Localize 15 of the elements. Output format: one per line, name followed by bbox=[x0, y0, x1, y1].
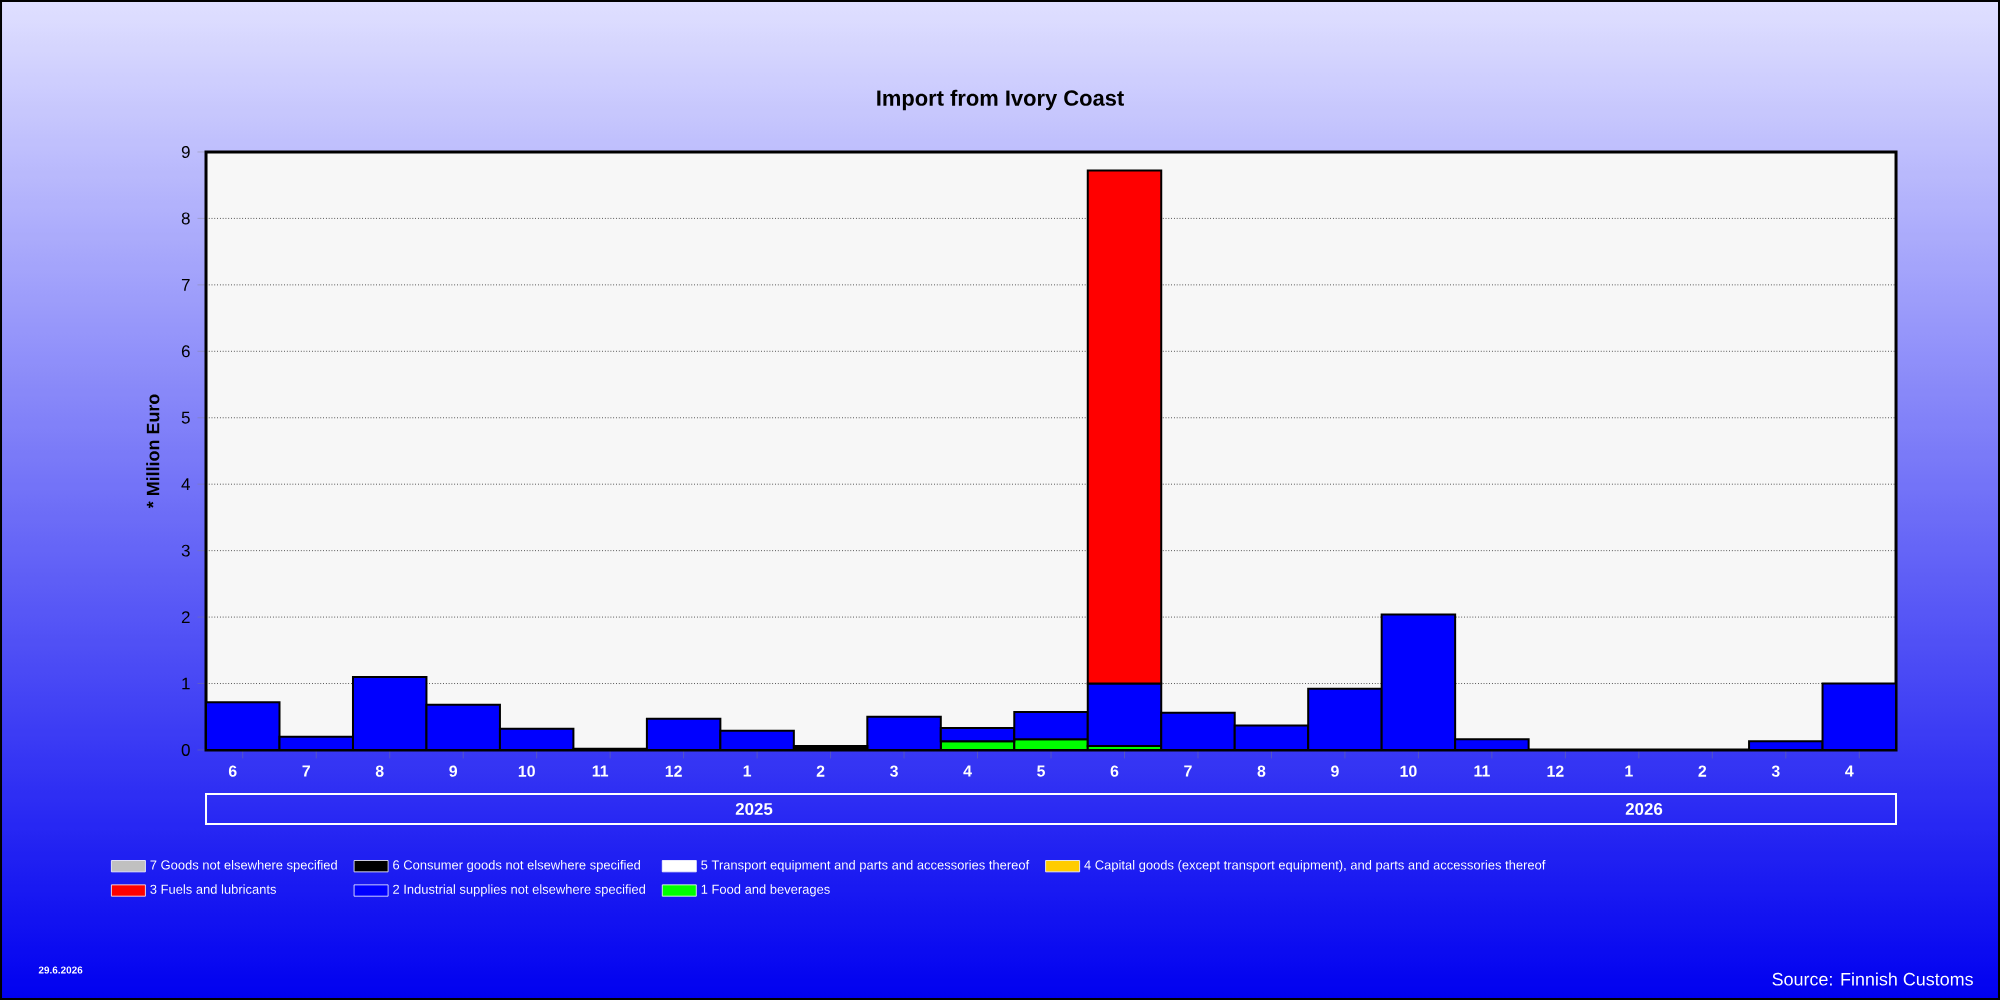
chart-title: Import from Ivory Coast bbox=[877, 89, 1124, 111]
y-tick-label: 8 bbox=[181, 212, 190, 225]
y-tick-label: 7 bbox=[181, 279, 190, 291]
text: 2025 bbox=[735, 802, 773, 815]
y-tick-label: 4 bbox=[181, 478, 190, 491]
y-tick-label: 0 bbox=[181, 743, 190, 756]
y-tick-label: 3 bbox=[181, 544, 190, 557]
y-tick-label: 9 bbox=[181, 145, 190, 158]
y-tick-label: 6 bbox=[181, 345, 190, 358]
y-tick-label: 1 bbox=[182, 677, 190, 690]
source-note: Source: Finnish Customs bbox=[1772, 972, 1973, 986]
y-axis-title: * Million Euro bbox=[146, 394, 160, 509]
y-tick-label: 2 bbox=[181, 611, 190, 623]
y-tick-label: 5 bbox=[181, 411, 190, 424]
text: 2026 bbox=[1625, 802, 1663, 815]
